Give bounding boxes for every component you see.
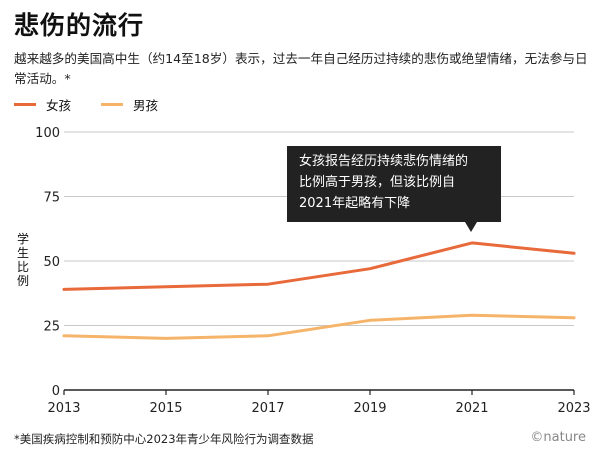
chart-title: 悲伤的流行 <box>14 11 145 40</box>
x-axis <box>63 389 575 395</box>
y-tick-labels: 0 25 50 75 100 <box>35 126 60 399</box>
y-tick-label-100: 100 <box>35 126 60 141</box>
y-tick-label-50: 50 <box>43 255 60 270</box>
legend-swatch-boys <box>101 103 124 106</box>
annotation-callout: 女孩报告经历持续悲伤情绪的 比例高于男孩，但该比例自 2021年起略有下降 <box>287 146 501 222</box>
y-tick-label-25: 25 <box>43 320 60 335</box>
legend: 女孩 男孩 <box>14 95 188 114</box>
legend-label-boys: 男孩 <box>133 98 159 113</box>
y-axis-label: 学生比例 <box>16 232 29 288</box>
annotation-text: 女孩报告经历持续悲伤情绪的 比例高于男孩，但该比例自 2021年起略有下降 <box>299 154 469 211</box>
x-tick-label-2015: 2015 <box>149 401 182 416</box>
annotation-pointer <box>465 222 477 232</box>
x-tick-label-2023: 2023 <box>557 401 590 416</box>
legend-item-boys: 男孩 <box>101 95 158 114</box>
footnote: *美国疾病控制和预防中心2023年青少年风险行为调查数据 <box>14 432 314 446</box>
x-tick-label-2013: 2013 <box>47 401 80 416</box>
legend-swatch-girls <box>14 103 36 106</box>
chart-subtitle: 越来越多的美国高中生（约14至18岁）表示，过去一年自己经历过持续的悲伤或绝望情… <box>14 51 588 86</box>
legend-item-girls: 女孩 <box>14 95 71 114</box>
series-line-boys <box>62 313 576 340</box>
y-tick-label-75: 75 <box>43 191 60 206</box>
x-tick-label-2019: 2019 <box>353 401 386 416</box>
nature-logo: ©nature <box>530 430 586 445</box>
legend-label-girls: 女孩 <box>46 98 72 113</box>
x-tick-labels: 2013 2015 2017 2019 2021 2023 <box>47 401 590 416</box>
y-tick-label-0: 0 <box>52 384 60 399</box>
x-tick-label-2017: 2017 <box>251 401 284 416</box>
series-line-girls <box>62 241 576 291</box>
series-lines <box>62 241 576 340</box>
x-tick-label-2021: 2021 <box>455 401 488 416</box>
